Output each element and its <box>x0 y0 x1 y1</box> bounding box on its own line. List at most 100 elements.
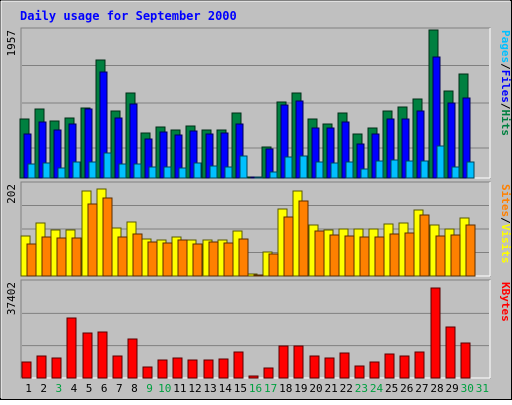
bar-pages-day-1 <box>27 163 36 179</box>
x-tick-label-18: 18 <box>279 382 292 395</box>
bar-pages-day-24 <box>375 160 384 179</box>
bar-pages-day-17 <box>269 171 278 179</box>
bar-sites-day-19 <box>298 200 309 277</box>
bar-kbytes-day-11 <box>172 357 183 379</box>
bar-sites-day-10 <box>162 242 173 277</box>
bar-kbytes-day-19 <box>293 345 304 379</box>
bar-sites-day-4 <box>71 237 82 277</box>
chart-panel-3: 37402 KBytes <box>5 279 512 379</box>
bar-pages-day-15 <box>239 155 248 179</box>
x-tick-label-20: 20 <box>309 382 322 395</box>
bar-kbytes-day-14 <box>218 358 229 379</box>
bar-sites-day-11 <box>177 239 188 277</box>
bar-kbytes-day-8 <box>127 338 138 379</box>
bar-kbytes-day-10 <box>157 359 168 379</box>
x-tick-label-14: 14 <box>219 382 233 395</box>
x-tick-label-24: 24 <box>370 382 384 395</box>
bar-sites-day-16 <box>253 274 264 277</box>
x-tick-label-17: 17 <box>264 382 277 395</box>
y-max-label: 37402 <box>5 282 18 315</box>
bar-kbytes-day-26 <box>399 355 410 379</box>
bar-pages-day-13 <box>209 165 218 179</box>
x-tick-label-3: 3 <box>56 382 63 395</box>
bar-kbytes-day-25 <box>384 353 395 379</box>
bar-sites-day-21 <box>329 234 340 277</box>
chart-panel-2: 202 Sites/Visits <box>5 181 512 277</box>
bar-pages-day-29 <box>451 166 460 179</box>
bar-sites-day-28 <box>435 235 446 277</box>
bar-sites-day-23 <box>359 236 370 277</box>
legend-word: / <box>499 63 512 70</box>
legend-word: / <box>499 217 512 224</box>
x-tick-label-1: 1 <box>25 382 32 395</box>
bar-pages-day-21 <box>330 162 339 179</box>
bar-sites-day-13 <box>208 241 219 277</box>
x-tick-label-28: 28 <box>430 382 443 395</box>
bar-pages-day-23 <box>360 168 369 179</box>
bar-pages-day-7 <box>118 163 127 179</box>
y-max-label: 202 <box>5 184 18 204</box>
legend-word: Hits <box>499 110 512 137</box>
bar-kbytes-day-15 <box>233 351 244 379</box>
bar-sites-day-9 <box>147 241 158 277</box>
x-tick-label-4: 4 <box>71 382 78 395</box>
bar-sites-day-20 <box>314 230 325 277</box>
bar-kbytes-day-21 <box>324 357 335 379</box>
x-tick-label-12: 12 <box>188 382 201 395</box>
x-tick-label-11: 11 <box>173 382 186 395</box>
bar-sites-day-7 <box>117 236 128 277</box>
bar-sites-day-18 <box>283 216 294 277</box>
bar-kbytes-day-9 <box>142 366 153 379</box>
bar-pages-day-25 <box>390 159 399 179</box>
bar-sites-day-25 <box>389 233 400 277</box>
bar-pages-day-18 <box>284 156 293 179</box>
x-tick-label-26: 26 <box>400 382 413 395</box>
bar-sites-day-12 <box>192 243 203 277</box>
bar-sites-day-29 <box>450 234 461 277</box>
bar-pages-day-9 <box>148 166 157 179</box>
bar-sites-day-26 <box>404 232 415 277</box>
bar-pages-day-28 <box>436 145 445 179</box>
bar-kbytes-day-3 <box>51 357 62 379</box>
x-tick-label-27: 27 <box>415 382 428 395</box>
x-tick-label-7: 7 <box>116 382 123 395</box>
bar-pages-day-16 <box>254 176 263 179</box>
x-tick-label-19: 19 <box>294 382 307 395</box>
bar-kbytes-day-16 <box>248 375 259 379</box>
bar-kbytes-day-7 <box>112 355 123 379</box>
bar-sites-day-8 <box>132 233 143 277</box>
bar-sites-day-1 <box>26 243 37 277</box>
bar-pages-day-20 <box>315 161 324 179</box>
legend-1: Pages/Files/Hits <box>499 30 512 136</box>
bar-kbytes-day-5 <box>82 332 93 379</box>
bar-kbytes-day-28 <box>430 287 441 379</box>
bar-pages-day-5 <box>88 161 97 179</box>
x-tick-label-23: 23 <box>355 382 368 395</box>
bar-kbytes-day-29 <box>445 326 456 379</box>
x-tick-label-5: 5 <box>86 382 93 395</box>
x-tick-label-10: 10 <box>158 382 171 395</box>
bar-sites-day-27 <box>419 214 430 277</box>
x-tick-label-6: 6 <box>101 382 108 395</box>
bar-pages-day-6 <box>103 152 112 179</box>
bar-kbytes-day-27 <box>414 351 425 379</box>
bar-pages-day-12 <box>193 162 202 179</box>
bar-pages-day-27 <box>420 160 429 179</box>
bar-sites-day-15 <box>238 238 249 277</box>
bar-sites-day-30 <box>465 224 476 277</box>
chart-panel-1: 1957 Pages/Files/Hits <box>5 27 512 179</box>
x-tick-label-21: 21 <box>325 382 338 395</box>
x-tick-label-25: 25 <box>385 382 398 395</box>
x-tick-label-22: 22 <box>340 382 353 395</box>
bar-sites-day-14 <box>223 242 234 277</box>
y-max-label: 1957 <box>5 30 18 57</box>
bar-kbytes-day-24 <box>369 361 380 379</box>
x-tick-label-29: 29 <box>446 382 459 395</box>
legend-word: Files <box>499 70 512 103</box>
bar-pages-day-3 <box>57 167 66 179</box>
bar-pages-day-14 <box>224 166 233 179</box>
bar-pages-day-19 <box>299 155 308 179</box>
bar-kbytes-day-23 <box>354 365 365 379</box>
